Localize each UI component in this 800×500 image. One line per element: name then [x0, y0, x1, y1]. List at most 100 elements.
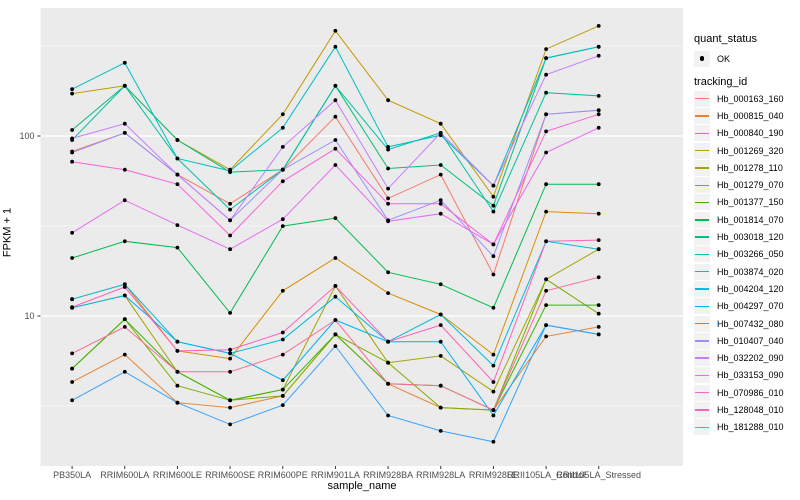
- series-line-key: [694, 263, 710, 280]
- data-point: [122, 83, 127, 88]
- data-point: [333, 28, 338, 33]
- data-point: [386, 339, 390, 344]
- line-swatch-icon: [695, 374, 709, 377]
- x-tick-label: RRIM928LE: [469, 470, 518, 480]
- data-point: [70, 256, 74, 260]
- legend-item-Hb_001269_320: Hb_001269_320: [694, 142, 798, 159]
- data-point: [70, 297, 74, 302]
- data-point: [228, 311, 233, 315]
- legend-item-Hb_007432_080: Hb_007432_080: [694, 315, 798, 332]
- series-line-key: [694, 107, 710, 124]
- data-point: [333, 318, 338, 322]
- x-tick-label: RRII105LA_Stressed: [556, 470, 641, 480]
- data-point: [122, 131, 127, 135]
- series-line-key: [694, 298, 710, 315]
- series-line-key: [694, 229, 710, 246]
- x-tick-label: RRIM600LE: [153, 470, 202, 480]
- data-point: [280, 125, 285, 130]
- data-point: [175, 245, 180, 250]
- data-point: [438, 383, 443, 388]
- legend-item-Hb_000815_040: Hb_000815_040: [694, 107, 798, 124]
- series-line-key: [694, 419, 710, 436]
- data-point: [333, 83, 338, 88]
- data-point: [438, 312, 443, 317]
- legend-item-label: Hb_033153_090: [717, 370, 784, 381]
- line-swatch-icon: [695, 167, 709, 169]
- data-point: [122, 282, 127, 287]
- series-line-key: [694, 246, 710, 263]
- data-point: [280, 167, 285, 172]
- data-point: [544, 129, 548, 134]
- data-point: [122, 285, 127, 289]
- legend-item-label: Hb_001814_070: [717, 214, 784, 225]
- tracking-id-legend-items: Hb_000163_160 Hb_000815_040 Hb_000840_190 H…: [694, 90, 798, 436]
- legend-item-Hb_181288_010: Hb_181288_010: [694, 419, 798, 436]
- x-tick-label: RRIM928LA: [416, 470, 465, 480]
- data-point: [70, 366, 74, 371]
- legend-title-quant-status: quant_status: [694, 33, 757, 45]
- data-point: [596, 325, 601, 329]
- line-swatch-icon: [695, 409, 709, 411]
- data-point: [175, 138, 180, 142]
- legend-item-label: Hb_004297_070: [717, 301, 784, 312]
- line-swatch-icon: [695, 340, 709, 342]
- legend-item-Hb_128048_010: Hb_128048_010: [694, 401, 798, 418]
- data-point: [386, 360, 390, 365]
- data-point: [175, 182, 180, 187]
- data-point: [386, 270, 390, 275]
- data-point: [386, 98, 390, 103]
- data-point: [544, 239, 548, 244]
- data-point: [386, 219, 390, 224]
- data-point: [175, 349, 180, 353]
- data-point: [228, 398, 233, 403]
- line-swatch-icon: [695, 357, 709, 359]
- legend-item-label: Hb_000815_040: [717, 110, 784, 121]
- data-point: [386, 413, 390, 418]
- line-swatch-icon: [695, 236, 709, 238]
- data-point: [596, 247, 601, 252]
- data-point: [228, 422, 233, 427]
- line-swatch-icon: [695, 426, 709, 429]
- line-swatch-icon: [695, 219, 709, 221]
- data-point: [596, 275, 601, 280]
- data-point: [280, 337, 285, 342]
- data-point: [333, 146, 338, 151]
- line-swatch-icon: [695, 149, 709, 152]
- data-point: [333, 44, 338, 49]
- data-point: [280, 112, 285, 117]
- data-point: [491, 305, 496, 310]
- data-point: [596, 125, 601, 130]
- data-point: [280, 217, 285, 222]
- series-line-key: [694, 211, 710, 228]
- x-tick-label: RRII105LA_Control: [507, 470, 585, 480]
- legend-item-label: Hb_001278_110: [717, 162, 783, 173]
- line-swatch-icon: [695, 322, 709, 325]
- ok-point-key: [694, 50, 710, 67]
- data-point: [438, 282, 443, 287]
- data-point: [386, 166, 390, 171]
- data-point: [228, 347, 233, 352]
- data-point: [438, 163, 443, 167]
- data-point: [491, 363, 496, 368]
- legend-item-label: Hb_001377_150: [717, 197, 784, 208]
- series-line-key: [694, 194, 710, 211]
- data-point: [70, 351, 74, 356]
- y-tick-label: 100: [19, 131, 34, 141]
- data-point: [386, 186, 390, 191]
- data-point: [438, 429, 443, 433]
- legend-item-ok-label: OK: [717, 53, 731, 64]
- legend-item-Hb_003874_020: Hb_003874_020: [694, 263, 798, 280]
- series-line-key: [694, 401, 710, 418]
- legend-item-label: Hb_003266_050: [717, 249, 784, 260]
- data-point: [596, 108, 601, 113]
- line-swatch-icon: [695, 288, 709, 290]
- data-point: [491, 380, 496, 384]
- legend-item-Hb_001377_150: Hb_001377_150: [694, 194, 798, 211]
- data-point: [491, 194, 496, 199]
- data-point: [491, 254, 496, 259]
- legend-item-Hb_000840_190: Hb_000840_190: [694, 125, 798, 142]
- series-line-key: [694, 384, 710, 401]
- data-point: [228, 169, 233, 173]
- data-point: [333, 332, 338, 337]
- line-swatch-icon: [695, 392, 709, 394]
